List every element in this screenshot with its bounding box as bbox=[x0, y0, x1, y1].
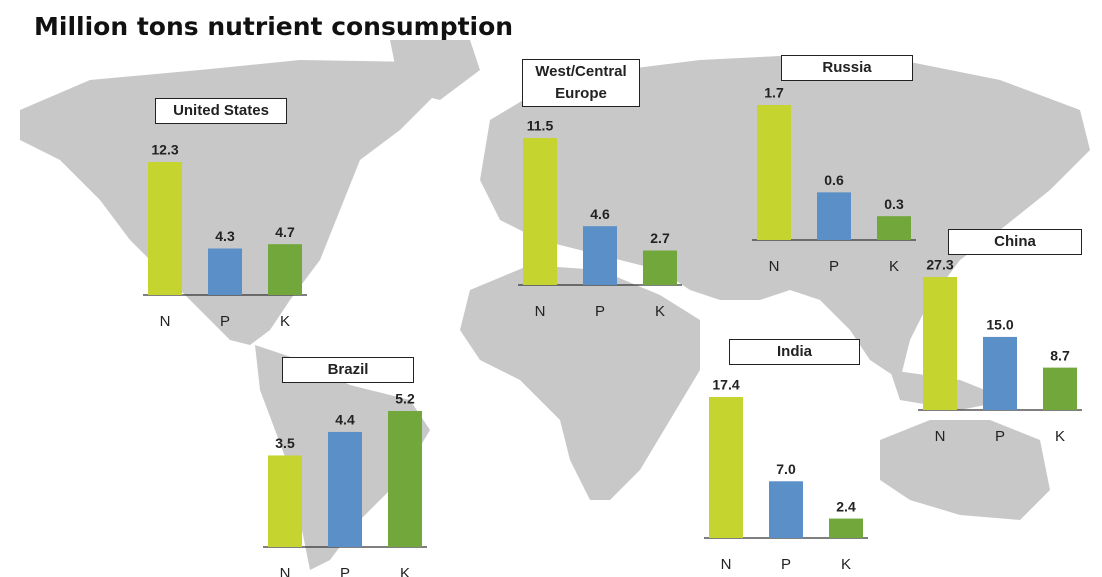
value-label: 1.7 bbox=[764, 85, 784, 101]
category-label: K bbox=[841, 556, 851, 573]
bar bbox=[757, 105, 791, 240]
value-label: 2.4 bbox=[836, 498, 856, 514]
value-label: 17.4 bbox=[712, 377, 739, 393]
value-label: 4.6 bbox=[590, 206, 610, 222]
category-label: K bbox=[400, 565, 410, 577]
value-label: 0.3 bbox=[884, 196, 904, 212]
category-label: P bbox=[340, 565, 350, 577]
bar bbox=[1043, 367, 1077, 410]
region-label: West/Central Europe bbox=[522, 59, 640, 107]
value-label: 12.3 bbox=[151, 142, 178, 158]
bar bbox=[709, 397, 743, 538]
category-label: P bbox=[829, 258, 839, 275]
bar bbox=[148, 162, 182, 295]
category-label: K bbox=[889, 258, 899, 275]
category-label: N bbox=[280, 565, 291, 577]
bar bbox=[983, 336, 1017, 410]
value-label: 5.2 bbox=[395, 391, 415, 407]
bar bbox=[388, 411, 422, 547]
category-label: P bbox=[781, 556, 791, 573]
value-label: 0.6 bbox=[824, 172, 844, 188]
region-label: Russia bbox=[781, 55, 913, 81]
category-label: P bbox=[595, 303, 605, 320]
bar bbox=[643, 250, 677, 285]
bar bbox=[268, 455, 302, 547]
category-label: N bbox=[160, 313, 171, 330]
value-label: 4.4 bbox=[335, 412, 355, 428]
value-label: 4.3 bbox=[215, 228, 235, 244]
category-label: P bbox=[220, 313, 230, 330]
category-label: K bbox=[655, 303, 665, 320]
value-label: 3.5 bbox=[275, 435, 295, 451]
bar bbox=[328, 431, 362, 547]
category-label: N bbox=[935, 428, 946, 445]
category-label: N bbox=[769, 258, 780, 275]
value-label: 7.0 bbox=[776, 461, 796, 477]
bar bbox=[208, 248, 242, 295]
category-label: N bbox=[535, 303, 546, 320]
bar bbox=[583, 226, 617, 285]
region-label: China bbox=[948, 229, 1082, 255]
bar bbox=[817, 192, 851, 240]
value-label: 11.5 bbox=[527, 118, 554, 134]
value-label: 2.7 bbox=[650, 230, 670, 246]
bar bbox=[268, 244, 302, 295]
bar bbox=[877, 216, 911, 240]
value-label: 27.3 bbox=[926, 257, 953, 273]
category-label: K bbox=[1055, 428, 1065, 445]
bar bbox=[923, 277, 957, 410]
bar bbox=[769, 481, 803, 538]
bar bbox=[523, 138, 557, 285]
value-label: 4.7 bbox=[275, 224, 295, 240]
page-title: Million tons nutrient consumption bbox=[34, 12, 514, 41]
category-label: K bbox=[280, 313, 290, 330]
value-label: 8.7 bbox=[1050, 347, 1070, 363]
category-label: N bbox=[721, 556, 732, 573]
region-label: India bbox=[729, 339, 860, 365]
value-label: 15.0 bbox=[986, 317, 1013, 333]
category-label: P bbox=[995, 428, 1005, 445]
bar bbox=[829, 518, 863, 538]
region-label: Brazil bbox=[282, 357, 414, 383]
region-label: United States bbox=[155, 98, 287, 124]
